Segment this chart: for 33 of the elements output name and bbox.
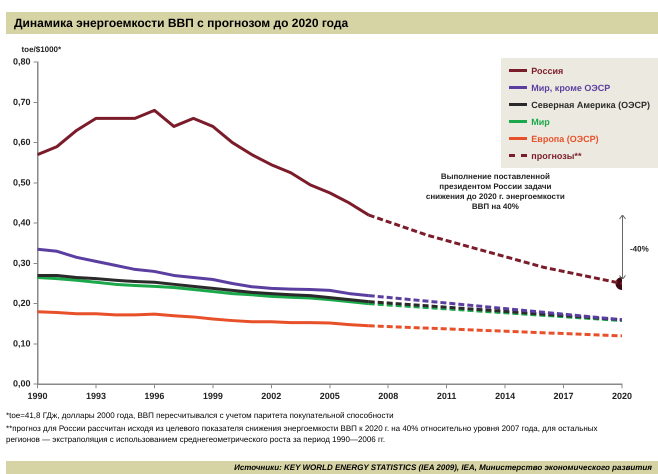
x-tick-label: 2002	[261, 391, 282, 402]
legend-label: прогнозы**	[531, 150, 582, 160]
x-tick-label: 1996	[144, 391, 164, 402]
x-tick-label: 1993	[86, 391, 106, 402]
legend-label: Северная Америка (ОЭСР)	[531, 100, 650, 110]
x-tick-label: 2014	[495, 391, 516, 402]
x-tick-label: 2020	[612, 391, 632, 402]
legend-label: Мир	[531, 116, 550, 126]
x-tick-label: 1999	[202, 391, 223, 402]
text: **прогноз для России рассчитан исходя из целевого показателя снижения энергоемкости ВВП к 2020 г. на 40% относительно уровня 2007 года, для остальных регионов — экстраполяция с использованием среднегеометрического роста за период 1990—2006 гг.	[6, 423, 599, 445]
y-tick-label: 0,10	[12, 338, 31, 348]
x-tick-label: 2008	[378, 391, 398, 402]
legend-label: Мир, кроме ОЭСР	[531, 82, 610, 92]
text: -40%	[630, 244, 649, 254]
legend-label: Россия	[531, 66, 564, 76]
y-tick-label: 0,60	[12, 137, 31, 148]
y-tick-label: 0,80	[12, 56, 31, 66]
y-tick-label: 0,00	[12, 378, 31, 389]
y-tick-label: 0,20	[12, 298, 31, 308]
y-tick-label: 0,40	[12, 218, 31, 228]
text: Источники: KEY WORLD ENERGY STATISTICS (IEA 2009), IEA, Министерство экономического развития	[6, 461, 658, 474]
chart-title: Динамика энергоемкости ВВП с прогнозом до 2020 года	[6, 12, 658, 34]
x-tick-label: 1990	[28, 391, 48, 402]
y-axis-title: toe/$1000*	[22, 45, 62, 54]
x-tick-label: 2017	[554, 391, 574, 402]
annotation: Выполнение поставленной президентом России задачи снижения до 2020 г. энергоемкости ВВП на 40%	[426, 172, 565, 212]
legend-label: Европа (ОЭСР)	[531, 134, 599, 144]
x-tick-label: 2005	[320, 391, 340, 402]
x-tick-label: 2011	[436, 391, 456, 402]
text: *toe=41,8 ГДж, доллары 2000 года, ВВП пересчитывался с учетом паритета покупательной способности	[6, 410, 395, 421]
y-tick-label: 0,30	[12, 258, 31, 268]
y-tick-label: 0,50	[12, 177, 31, 188]
y-tick-label: 0,70	[12, 96, 31, 107]
